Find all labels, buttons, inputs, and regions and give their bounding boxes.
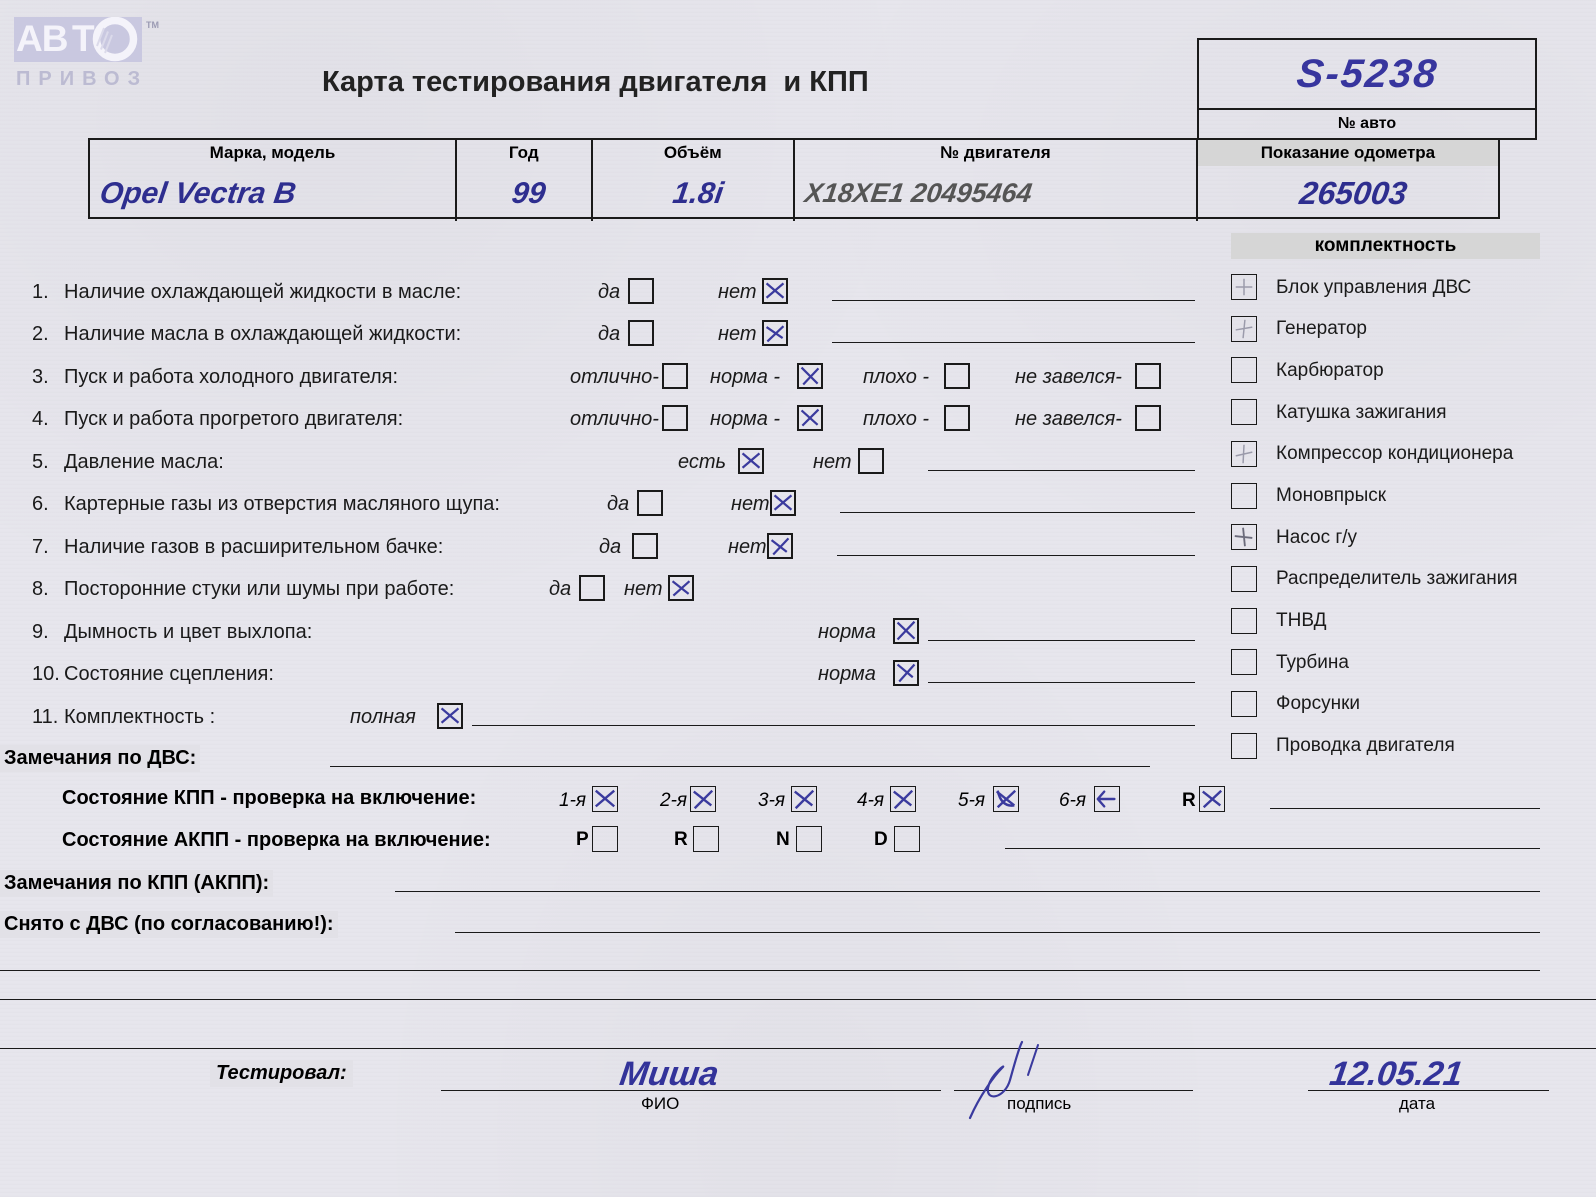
svg-text:ПРИВОЗ: ПРИВОЗ (16, 68, 148, 90)
svg-text:T: T (72, 18, 95, 59)
svg-text:TM: TM (146, 20, 159, 30)
svg-text:AB: AB (16, 18, 68, 59)
